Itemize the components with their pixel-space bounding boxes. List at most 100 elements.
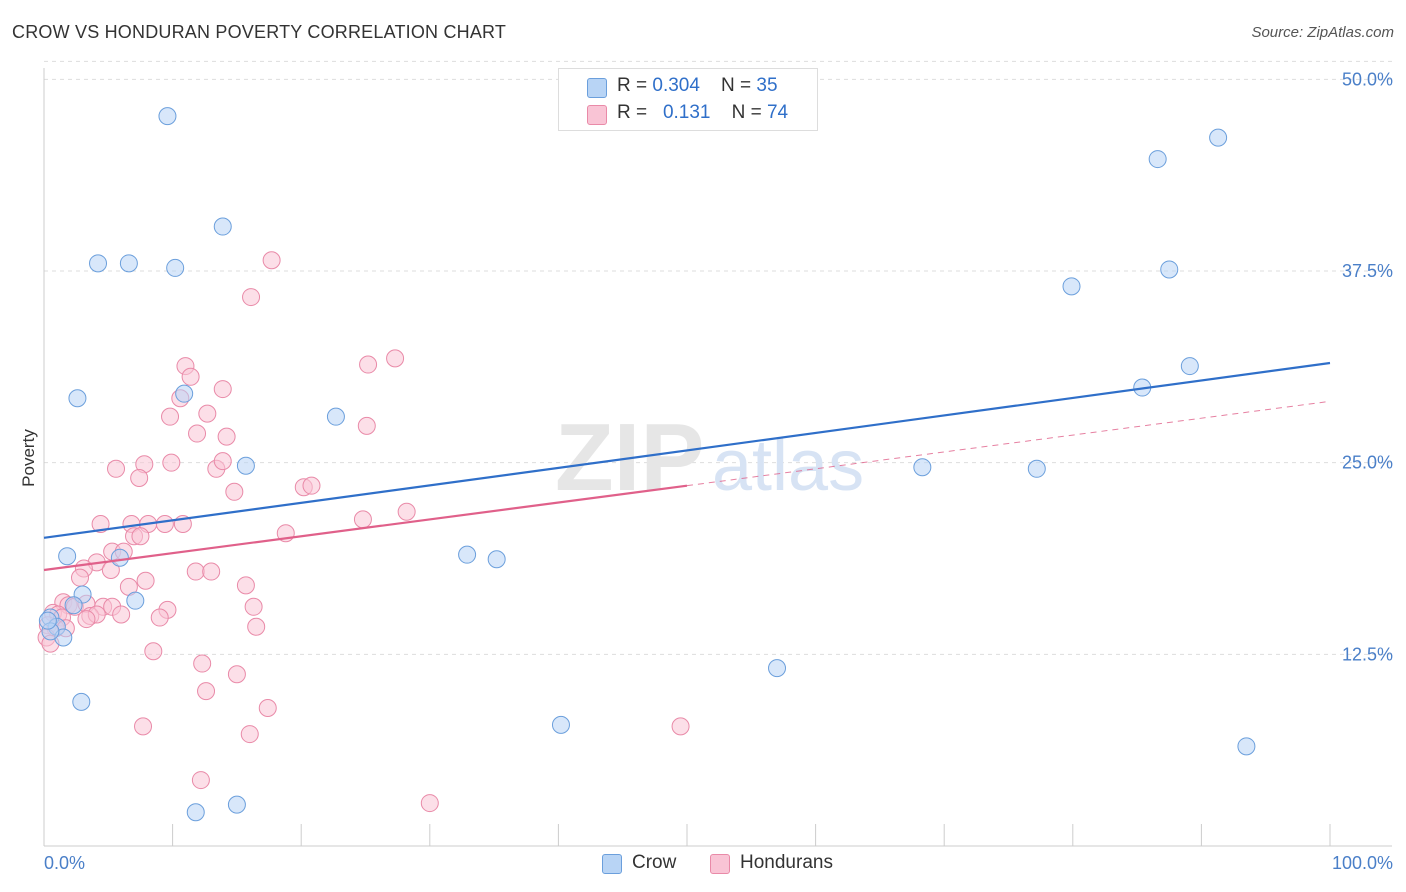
legend-crow-text: R = 0.304 N = 35 [617, 75, 778, 97]
y-tick-label: 12.5% [1342, 644, 1393, 664]
y-tick-label: 37.5% [1342, 261, 1393, 281]
legend-hond-r-label: R = [617, 102, 653, 123]
hondurans-point [262, 251, 281, 270]
hondurans-point [107, 459, 126, 478]
crow-point [1027, 459, 1046, 478]
hondurans-point [213, 380, 232, 399]
watermark-atlas: atlas [712, 426, 864, 506]
bottom-hond-swatch [710, 854, 730, 874]
crow-point [89, 254, 108, 273]
hondurans-point [131, 527, 150, 546]
hondurans-point [420, 794, 439, 813]
legend-crow-n-label: N = [721, 75, 757, 96]
hondurans-point [302, 476, 321, 495]
crow-point [119, 254, 138, 273]
crow-point [126, 591, 145, 610]
crow-point [236, 456, 255, 475]
bottom-crow-label: Crow [632, 852, 677, 873]
legend-crow-n-value: 35 [756, 75, 778, 96]
crow-point [551, 715, 570, 734]
hondurans-point [397, 502, 416, 521]
crow-point [768, 659, 787, 678]
crow-point [68, 389, 87, 408]
y-axis-label: Poverty [19, 429, 38, 487]
legend-hond-text: R = 0.131 N = 74 [617, 102, 788, 124]
hondurans-point [144, 642, 163, 661]
hondurans-points [37, 251, 690, 813]
hondurans-point [242, 288, 261, 307]
crow-point [213, 217, 232, 236]
crow-point [326, 407, 345, 426]
crow-point [1062, 277, 1081, 296]
crow-swatch [587, 78, 607, 98]
hondurans-point [236, 576, 255, 595]
hondurans-point [197, 682, 216, 701]
hondurans-point [217, 427, 236, 446]
hondurans-point [193, 654, 212, 673]
axes [43, 68, 1392, 847]
hondurans-point [671, 717, 690, 736]
hondurans-swatch [587, 105, 607, 125]
hondurans-trend-line [43, 484, 688, 572]
hondurans-point [162, 453, 181, 472]
hondurans-point [181, 367, 200, 386]
hondurans-point [71, 568, 90, 587]
chart-title: CROW VS HONDURAN POVERTY CORRELATION CHA… [12, 22, 507, 42]
hondurans-point [186, 562, 205, 581]
crow-point [1148, 150, 1167, 169]
watermark: ZIP atlas [555, 404, 864, 511]
hondurans-point [161, 407, 180, 426]
crow-point [1209, 128, 1228, 147]
trend-lines [43, 361, 1331, 572]
hondurans-point [91, 515, 110, 533]
crow-point [913, 458, 932, 477]
y-tick-labels: 12.5% 25.0% 37.5% 50.0% [1342, 69, 1393, 664]
hondurans-point [202, 562, 221, 581]
crow-point [1160, 260, 1179, 279]
y-tick-label: 25.0% [1342, 453, 1393, 473]
bottom-hond-label: Hondurans [740, 852, 833, 873]
crow-point [58, 547, 77, 566]
hondurans-point [359, 355, 378, 374]
crow-point [186, 803, 205, 822]
hondurans-point [353, 510, 372, 529]
crow-point [458, 545, 477, 564]
y-tick-label: 50.0% [1342, 69, 1393, 89]
crow-point [227, 795, 246, 814]
x-tick-label-left: 0.0% [44, 853, 85, 873]
hondurans-point [225, 482, 244, 501]
crow-point [110, 548, 129, 567]
crow-point [64, 596, 83, 615]
legend-crow-r-label: R = [617, 75, 653, 96]
hondurans-point [134, 717, 153, 736]
hondurans-point [240, 725, 259, 744]
crow-points [38, 107, 1256, 822]
hondurans-point [227, 665, 246, 684]
legend-hond-n-label: N = [731, 102, 767, 123]
x-tick-label-right: 100.0% [1332, 853, 1393, 873]
hondurans-point [150, 608, 169, 627]
crow-trend-line [43, 361, 1331, 539]
crow-point [1237, 737, 1256, 756]
hondurans-point [191, 771, 210, 790]
crow-point [158, 107, 177, 126]
hondurans-point [386, 349, 405, 368]
hondurans-point [130, 469, 149, 487]
correlation-legend: R = 0.304 N = 35 R = 0.131 N = 74 [558, 68, 818, 131]
hondurans-point [188, 424, 207, 443]
crow-point [72, 692, 91, 711]
x-tick-labels: 0.0% 100.0% [44, 853, 1393, 873]
crow-point [175, 384, 194, 403]
hondurans-point [357, 416, 376, 435]
hondurans-point [244, 597, 263, 616]
legend-hond-n-value: 74 [766, 102, 789, 123]
bottom-crow-swatch [602, 854, 622, 874]
hondurans-point [213, 452, 232, 471]
hondurans-point [247, 617, 266, 636]
source-label: Source: ZipAtlas.com [1251, 24, 1394, 41]
hondurans-point [155, 515, 174, 533]
hondurans-trend-extension [686, 400, 1331, 487]
legend-crow-r-value: 0.304 [652, 75, 700, 96]
crow-point [166, 258, 185, 277]
